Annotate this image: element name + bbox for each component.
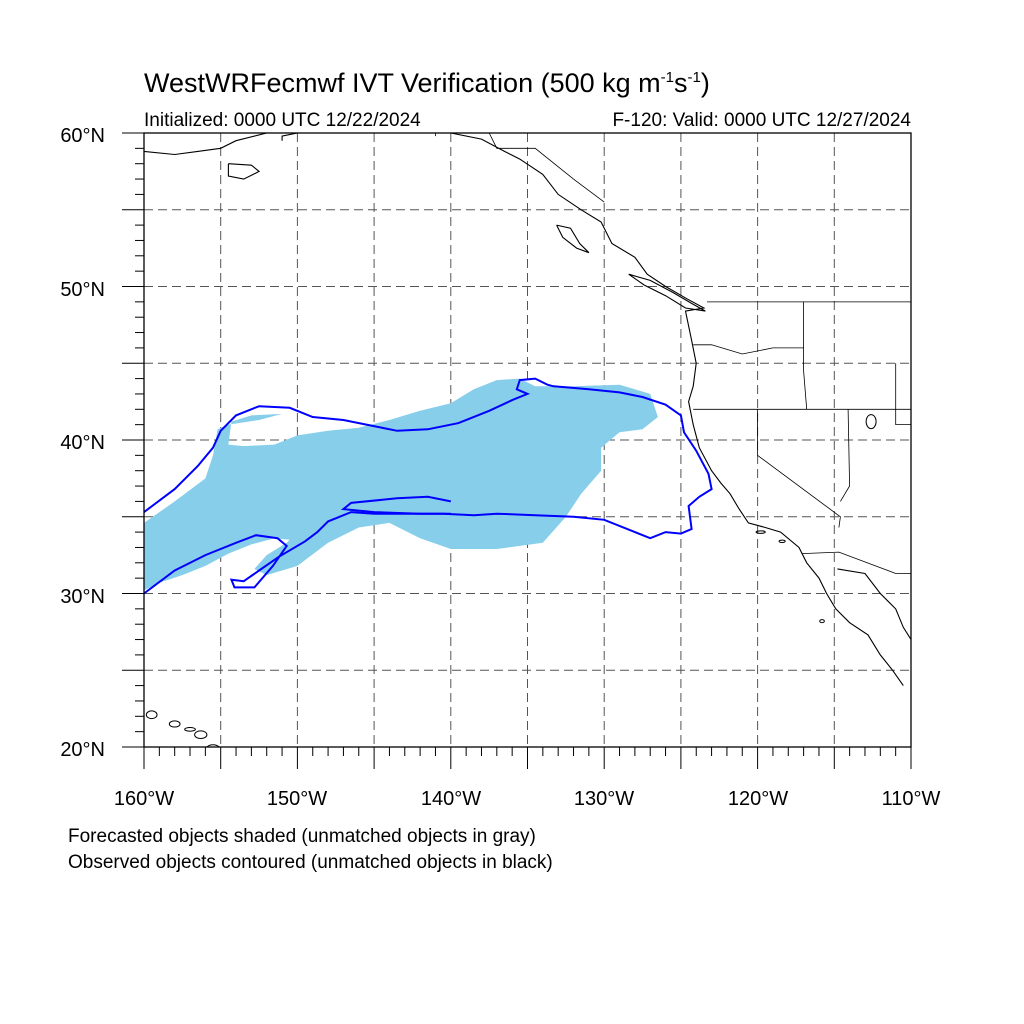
border-line xyxy=(693,344,804,355)
island xyxy=(206,744,221,747)
border-line xyxy=(803,301,808,410)
caption-observed: Observed objects contoured (unmatched ob… xyxy=(68,852,553,873)
coastline xyxy=(837,568,911,640)
lon-label-120w: 120°W xyxy=(728,788,788,810)
observed-objects xyxy=(144,377,713,595)
observed-object-contour xyxy=(340,495,451,515)
coastline xyxy=(281,133,298,141)
initialized-time: Initialized: 0000 UTC 12/22/2024 xyxy=(144,110,421,131)
coastline xyxy=(144,133,267,156)
island xyxy=(778,539,786,544)
lat-label-60: 60°N xyxy=(60,125,105,147)
border-line xyxy=(895,363,911,426)
lat-label-40: 40°N xyxy=(60,432,105,454)
lon-label-130w: 130°W xyxy=(574,788,634,810)
lat-label-20: 20°N xyxy=(60,739,105,761)
coastlines-borders xyxy=(144,133,911,747)
observed-object-contour xyxy=(144,377,713,595)
island xyxy=(168,720,181,728)
lake xyxy=(865,414,877,430)
lon-label-140w: 140°W xyxy=(421,788,481,810)
border-line xyxy=(840,409,851,502)
caption-forecast: Forecasted objects shaded (unmatched obj… xyxy=(68,826,536,847)
lon-label-150w: 150°W xyxy=(267,788,327,810)
border-line xyxy=(757,409,841,528)
valid-time: F-120: Valid: 0000 UTC 12/27/2024 xyxy=(612,110,911,131)
border-line xyxy=(488,133,605,203)
island xyxy=(184,727,196,732)
axis-ticks xyxy=(122,132,912,769)
coastline xyxy=(628,273,706,312)
lat-label-30: 30°N xyxy=(60,586,105,608)
map-title: WestWRFecmwf IVT Verification (500 kg m-… xyxy=(144,68,710,98)
lon-label-160w: 160°W xyxy=(114,788,174,810)
island xyxy=(755,530,766,534)
coastline xyxy=(227,163,261,180)
lat-label-50: 50°N xyxy=(60,279,105,301)
coastline xyxy=(556,224,590,254)
island xyxy=(194,730,208,740)
island xyxy=(819,619,825,624)
border-line xyxy=(802,551,911,574)
lon-label-110w: 110°W xyxy=(882,788,941,810)
island xyxy=(145,710,158,720)
coastline xyxy=(450,133,904,686)
